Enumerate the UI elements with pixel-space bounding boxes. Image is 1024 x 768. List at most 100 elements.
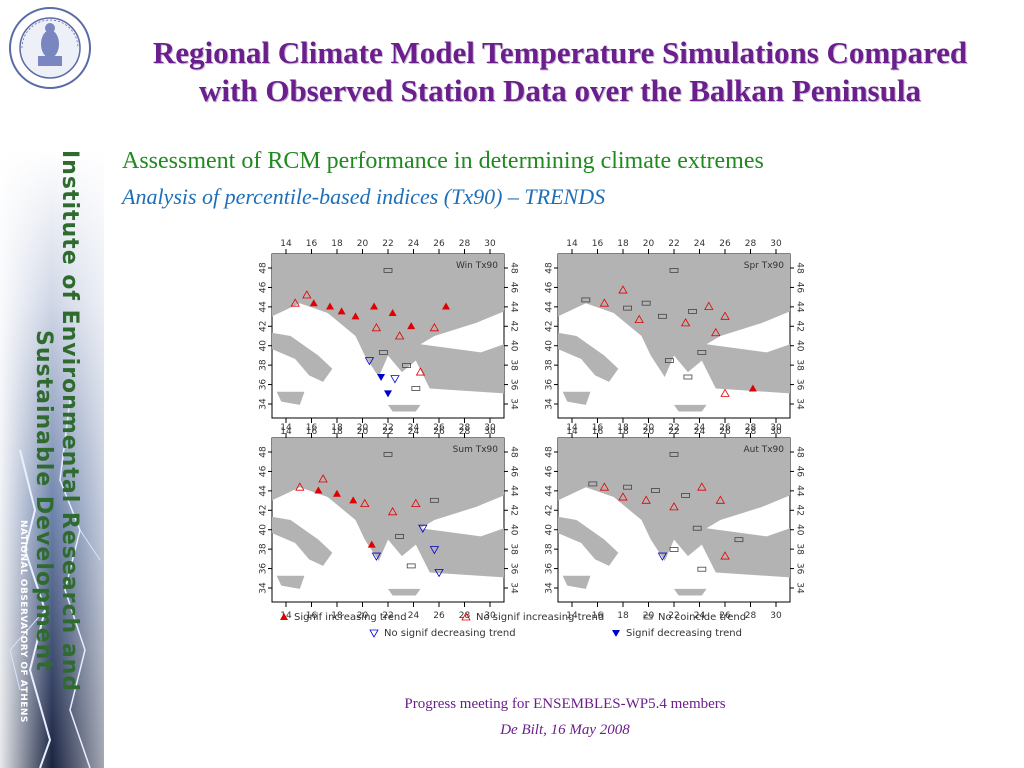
lat-tick-label-right: 48 <box>509 262 519 274</box>
lat-tick-label-right: 44 <box>795 485 805 497</box>
lon-tick-label-bottom: 30 <box>770 611 782 621</box>
lat-tick-label-right: 34 <box>509 582 519 594</box>
lat-tick-label-left: 48 <box>259 446 269 458</box>
lon-tick-label-bottom: 22 <box>668 427 679 437</box>
no-coincide-marker <box>383 268 393 273</box>
lat-tick-label-right: 48 <box>795 262 805 274</box>
land-balkans <box>558 254 790 394</box>
lat-tick-label-right: 40 <box>795 524 805 536</box>
no-coincide-marker <box>406 563 416 569</box>
no-coincide-marker <box>697 566 707 572</box>
lat-tick-label-left: 40 <box>545 524 555 536</box>
signif-increase-marker <box>349 496 358 504</box>
signif-increase-marker <box>407 322 416 330</box>
signif-increase-marker <box>367 540 376 548</box>
no-coincide-marker <box>664 358 674 363</box>
lon-tick-label-top: 24 <box>694 239 706 249</box>
lat-tick-label-right: 38 <box>509 543 519 555</box>
lon-tick-label-bottom: 20 <box>643 427 655 437</box>
no-signif-increase-marker <box>720 388 730 397</box>
signif-increase-marker <box>388 309 397 317</box>
lon-tick-label-top: 20 <box>357 423 369 433</box>
no-signif-decrease-marker <box>434 569 444 578</box>
land-crete <box>674 404 707 412</box>
lon-tick-label-top: 24 <box>408 423 420 433</box>
observatory-seal-logo <box>9 7 91 89</box>
no-coincide-marker <box>688 309 697 314</box>
lat-tick-label-right: 36 <box>509 563 519 575</box>
no-signif-decrease-marker <box>418 524 428 534</box>
lat-tick-label-right: 36 <box>795 379 805 391</box>
signif-increase-marker <box>326 302 334 310</box>
lon-tick-label-bottom: 14 <box>566 611 578 621</box>
lon-tick-label-bottom: 24 <box>694 611 706 621</box>
lon-tick-label-bottom: 20 <box>357 427 369 437</box>
lon-tick-label-top: 18 <box>331 423 343 433</box>
lat-tick-label-left: 44 <box>259 301 269 313</box>
lon-tick-label-top: 14 <box>566 239 578 249</box>
lat-tick-label-right: 38 <box>509 359 519 371</box>
no-coincide-marker <box>734 537 744 543</box>
lat-tick-label-right: 36 <box>509 379 519 391</box>
no-signif-increase-marker <box>711 327 721 337</box>
footer-date: De Bilt, 16 May 2008 <box>500 722 630 738</box>
lon-tick-label-bottom: 30 <box>770 427 782 437</box>
lon-tick-label-bottom: 26 <box>433 427 445 437</box>
lat-tick-label-right: 34 <box>509 398 519 410</box>
lon-tick-label-bottom: 28 <box>745 427 757 437</box>
lon-tick-label-top: 28 <box>745 239 757 249</box>
season-label: Win Tx90 <box>456 261 498 271</box>
season-label: Spr Tx90 <box>744 261 785 271</box>
lat-tick-label-left: 44 <box>259 485 269 497</box>
sidebar-sustainable-text: Sustainable Development <box>31 330 56 672</box>
lat-tick-label-right: 38 <box>795 543 805 555</box>
sidebar-lightning-background <box>0 150 104 768</box>
no-signif-increase-marker <box>302 290 312 299</box>
lon-tick-label-top: 16 <box>592 423 604 433</box>
no-signif-increase-marker <box>618 285 628 294</box>
no-coincide-marker <box>395 533 405 539</box>
lat-tick-label-right: 34 <box>795 582 805 594</box>
lon-tick-label-bottom: 28 <box>459 427 471 437</box>
lon-tick-label-bottom: 18 <box>331 611 343 621</box>
no-signif-increase-marker <box>461 612 471 621</box>
lon-tick-label-bottom: 22 <box>382 427 393 437</box>
lon-tick-label-top: 22 <box>382 423 393 433</box>
lon-tick-label-top: 22 <box>668 239 679 249</box>
lon-tick-label-top: 20 <box>643 423 655 433</box>
no-signif-increase-marker <box>599 482 610 491</box>
lon-tick-label-top: 30 <box>484 239 496 249</box>
lat-tick-label-left: 40 <box>545 340 555 352</box>
no-coincide-marker <box>641 300 651 306</box>
signif-decrease-marker <box>384 390 392 398</box>
signif-increase-marker <box>332 489 341 497</box>
no-signif-increase-marker <box>720 551 730 560</box>
no-coincide-marker <box>669 268 679 273</box>
no-signif-increase-marker <box>634 314 644 323</box>
lat-tick-label-left: 36 <box>259 379 269 391</box>
land-italy <box>272 516 333 566</box>
lon-tick-label-top: 30 <box>770 239 782 249</box>
no-coincide-marker <box>669 547 679 552</box>
no-coincide-marker <box>681 492 691 498</box>
lon-tick-label-top: 22 <box>668 423 679 433</box>
no-coincide-marker <box>651 488 660 493</box>
lon-tick-label-top: 28 <box>459 239 471 249</box>
land-balkans <box>558 438 790 578</box>
lat-tick-label-right: 46 <box>795 282 805 294</box>
lon-tick-label-bottom: 18 <box>617 611 629 621</box>
lat-tick-label-left: 46 <box>259 465 269 477</box>
lon-tick-label-bottom: 20 <box>357 611 369 621</box>
no-coincide-marker <box>692 525 702 531</box>
title-line-1: Regional Climate Model Temperature Simul… <box>152 35 968 70</box>
no-signif-decrease-marker <box>371 552 382 561</box>
lon-tick-label-bottom: 16 <box>592 427 604 437</box>
lat-tick-label-left: 36 <box>259 563 269 575</box>
lat-tick-label-right: 40 <box>509 340 519 352</box>
lon-tick-label-bottom: 30 <box>484 611 496 621</box>
lat-tick-label-left: 48 <box>545 446 555 458</box>
land-sicily <box>562 575 591 589</box>
signif-increase-marker <box>309 299 318 307</box>
lat-tick-label-left: 34 <box>259 398 269 410</box>
